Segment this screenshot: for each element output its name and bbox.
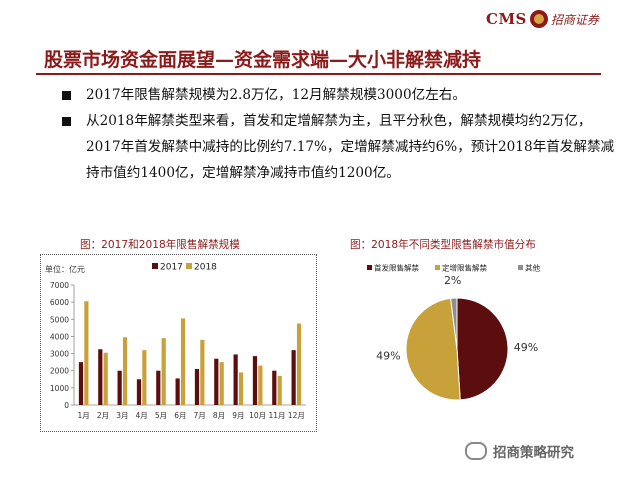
bar-2018-4月 [142,350,147,405]
x-tick-label: 1月 [78,411,90,420]
pie-slice-其他 [450,297,458,350]
bar-2017-3月 [117,370,122,405]
bar-2017-7月 [194,369,200,405]
y-tick-label: 7000 [50,281,69,290]
title-divider [36,73,601,75]
legend-swatch-2017 [152,263,158,269]
pie-legend-label: 定增限售解禁 [442,263,487,273]
y-tick-label: 1000 [50,384,69,393]
logo-cn-text: 招商证券 [550,12,599,27]
pie-chart: 首发限售解禁 定增限售解禁 其他 49% 49% 2% [367,263,540,401]
y-tick-label: 4000 [50,332,69,341]
bar-2017-1月 [78,362,84,405]
bar-2017-10月 [252,356,258,405]
bar-2018-9月 [238,372,244,405]
pie-value-label: 49% [376,349,400,362]
legend-label-2018: 2018 [194,263,217,273]
bullet-text: 从2018年解禁类型来看，首发和定增解禁为主，且平分秋色，解禁规模均约2万亿，2… [86,113,615,181]
bar-2018-2月 [103,352,108,405]
bar-2018-6月 [180,318,186,405]
slide-title: 股票市场资金面展望—资金需求端—大小非解禁减持 [44,49,482,71]
watermark: 招商策略研究 [465,441,574,461]
x-tick-label: 12月 [288,411,305,420]
bar-2017-5月 [156,370,161,405]
wechat-icon [465,442,487,460]
pie-slice-定增限售解禁 [405,297,461,401]
bar-chart-title: 图：2017和2018年限售解禁规模 [80,239,240,251]
pie-legend-label: 其他 [525,263,540,273]
y-tick-label: 3000 [50,350,69,359]
bar-2018-8月 [219,362,224,405]
pie-chart-title: 图：2018年不同类型限售解禁市值分布 [350,239,536,251]
y-tick-label: 5000 [50,315,69,324]
x-tick-label: 6月 [174,411,186,420]
unit-label: 单位：亿元 [45,264,85,274]
bar-chart: 单位：亿元 2017 2018 0 1000 2000 3000 4000 5000 6000 70… [45,263,306,420]
legend-swatch-2018 [186,263,192,269]
bar-2017-4月 [136,379,142,405]
bar-2017-11月 [272,370,277,405]
bar-2017-2月 [98,349,103,405]
pie-value-label: 2% [444,274,461,287]
bullet-list: 2017年限售解禁规模为2.8万亿，12月解禁规模3000亿左右。 从2018年… [62,82,622,186]
logo-text: CMS [486,10,527,28]
x-tick-label: 2月 [97,411,109,420]
x-tick-label: 4月 [136,411,148,420]
bullet-square-icon [62,91,71,100]
bar-2017-12月 [291,350,296,405]
cms-logo: CMS 招商证券 [486,8,599,30]
bar-2017-6月 [175,378,180,405]
x-tick-label: 7月 [194,411,206,420]
x-tick-label: 3月 [116,411,128,420]
bullet-square-icon [62,117,71,126]
bullet-text: 2017年限售解禁规模为2.8万亿，12月解禁规模3000亿左右。 [86,87,466,103]
bullet-item: 从2018年解禁类型来看，首发和定增解禁为主，且平分秋色，解禁规模均约2万亿，2… [62,108,622,186]
pie-value-label: 49% [514,341,538,354]
pie-legend-label: 首发限售解禁 [374,263,419,273]
watermark-text: 招商策略研究 [493,445,574,461]
x-tick-label: 5月 [155,411,167,420]
bar-2018-11月 [277,375,282,405]
x-tick-label: 8月 [213,411,225,420]
bar-chart-panel [40,254,317,432]
y-tick-label: 6000 [50,298,69,307]
y-tick-label: 0 [64,401,69,410]
x-tick-label: 10月 [249,411,266,420]
bar-2018-5月 [161,338,166,405]
y-tick-label: 2000 [50,367,69,376]
x-tick-label: 9月 [232,411,244,420]
pie-legend-swatch [518,265,523,270]
pie-legend-swatch [367,265,372,270]
bar-2018-12月 [296,323,302,405]
bullet-item: 2017年限售解禁规模为2.8万亿，12月解禁规模3000亿左右。 [62,82,622,108]
bar-2017-9月 [233,354,238,405]
logo-seal-icon [529,10,548,28]
bar-2017-8月 [214,358,219,405]
bar-2018-1月 [84,301,89,405]
legend-label-2017: 2017 [160,263,183,273]
bar-2018-3月 [122,337,128,405]
bar-2018-10月 [258,365,263,405]
pie-legend-swatch [435,265,440,270]
x-tick-label: 11月 [268,411,285,420]
pie-slice-首发限售解禁 [456,297,509,401]
bar-2018-7月 [200,339,205,405]
